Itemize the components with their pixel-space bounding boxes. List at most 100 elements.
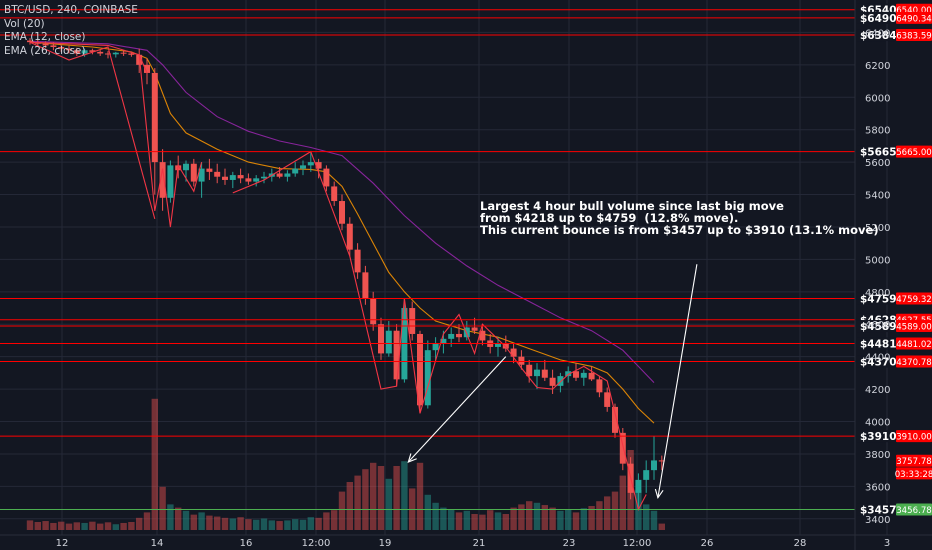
candle-body bbox=[534, 369, 540, 377]
time-axis[interactable]: 12 14 16 12:00 19 21 23 12:00 26 28 3 bbox=[0, 534, 932, 549]
y-tick-label: 3600 bbox=[865, 482, 890, 493]
volume-bar bbox=[81, 522, 88, 530]
candle-body bbox=[409, 308, 416, 334]
x-tick-label: 21 bbox=[473, 538, 486, 549]
price-tag-text: 4481.02 bbox=[896, 340, 932, 350]
volume-bar bbox=[112, 524, 119, 530]
price-tag bbox=[896, 29, 932, 42]
level-label: $6384 bbox=[860, 30, 897, 42]
level-label: $5665 bbox=[860, 147, 897, 159]
indicator-volume[interactable]: Vol (20) bbox=[4, 17, 45, 30]
price-levels[interactable]: $6540$6490$6384$5665$4759$4628$4589$4481… bbox=[0, 3, 897, 517]
candle-body bbox=[66, 48, 72, 51]
callout-arrows[interactable] bbox=[407, 264, 698, 499]
level-label: $6540 bbox=[860, 5, 897, 17]
candle-body bbox=[417, 333, 423, 406]
price-axis[interactable]: 3400 3600 3800 4000 4200 4400 4600 4800 5000 5200… bbox=[854, 0, 890, 550]
volume-bar bbox=[393, 466, 400, 530]
candle-body bbox=[440, 338, 447, 344]
level-label-bg bbox=[857, 292, 895, 305]
volume-bar bbox=[557, 510, 564, 530]
indicator-ema-26[interactable]: EMA (26, close) bbox=[4, 44, 86, 57]
level-label-bg bbox=[857, 337, 895, 350]
x-tick-label: 28 bbox=[794, 538, 807, 549]
volume-bar bbox=[104, 522, 112, 530]
candle-body bbox=[362, 272, 369, 299]
candle-body bbox=[229, 175, 236, 180]
x-tick-label: 12 bbox=[56, 538, 69, 549]
volume-bar bbox=[432, 502, 439, 530]
candle-body bbox=[339, 201, 345, 224]
ema-lines bbox=[29, 40, 655, 424]
volume-bar bbox=[455, 512, 463, 530]
volume-bar bbox=[331, 510, 338, 530]
price-tag-text: 6490.34 bbox=[896, 14, 932, 24]
candle-body bbox=[307, 162, 314, 166]
y-tick-label: 4200 bbox=[865, 385, 890, 396]
candle-body bbox=[50, 45, 57, 48]
price-tag bbox=[896, 11, 932, 24]
volume-bar bbox=[143, 512, 151, 530]
volume-bar bbox=[221, 517, 229, 530]
annotation-line-2: from $4218 up to $4759 (12.8% move). bbox=[480, 211, 739, 225]
price-tag-text: 4759.32 bbox=[896, 295, 932, 305]
candle-body bbox=[385, 330, 392, 354]
volume-bar bbox=[260, 518, 268, 530]
annotation-text[interactable]: Largest 4 hour bull volume since last bi… bbox=[480, 200, 879, 236]
volume-bar bbox=[463, 510, 470, 530]
level-label-bg bbox=[857, 355, 895, 368]
volume-bar bbox=[214, 516, 221, 530]
price-tag bbox=[896, 503, 932, 516]
trend-lines[interactable] bbox=[29, 41, 647, 512]
price-tag bbox=[896, 467, 932, 480]
symbol-title[interactable]: BTC/USD, 240, COINBASE bbox=[4, 4, 138, 16]
legend: BTC/USD, 240, COINBASE Vol (20) EMA (12,… bbox=[4, 4, 138, 58]
volume-bar bbox=[619, 475, 626, 530]
volume-bar bbox=[416, 462, 424, 530]
price-tag-text: 3910.00 bbox=[896, 433, 932, 443]
level-label: $4759 bbox=[860, 293, 897, 305]
trend-line bbox=[552, 365, 647, 512]
price-tag-text: 4589.00 bbox=[896, 323, 932, 333]
volume-bar bbox=[268, 520, 275, 530]
volume-bar bbox=[245, 519, 252, 530]
trend-line bbox=[138, 54, 156, 211]
candle-body bbox=[526, 364, 533, 377]
price-tag-text: 4370.78 bbox=[896, 358, 932, 368]
candle-body bbox=[27, 40, 33, 43]
volume-bar bbox=[502, 514, 509, 530]
volume-bar bbox=[42, 521, 49, 530]
volume-bar bbox=[354, 475, 361, 530]
x-tick-label: 3 bbox=[884, 538, 890, 549]
volume-bar bbox=[175, 507, 182, 530]
y-tick-label: 4400 bbox=[865, 353, 890, 364]
volume-bar bbox=[643, 504, 650, 530]
level-label: $3910 bbox=[860, 431, 897, 443]
candle-body bbox=[128, 53, 135, 55]
y-tick-label: 5600 bbox=[865, 158, 890, 169]
volume-bar bbox=[276, 521, 283, 530]
volume-bar bbox=[206, 515, 213, 530]
candle-body bbox=[214, 171, 221, 177]
x-tick-label: 12:00 bbox=[623, 538, 652, 549]
y-tick-label: 6000 bbox=[865, 93, 890, 104]
x-tick-label: 23 bbox=[563, 538, 576, 549]
indicator-ema-12[interactable]: EMA (12, close) bbox=[4, 31, 86, 43]
price-tag-text: 6383.59 bbox=[896, 32, 932, 42]
candle-body bbox=[612, 406, 618, 433]
price-tag bbox=[896, 454, 932, 467]
y-tick-label: 4000 bbox=[865, 418, 890, 429]
volume-bar bbox=[370, 462, 377, 530]
y-tick-label: 6200 bbox=[865, 61, 890, 72]
volume-bar bbox=[471, 514, 478, 530]
volume-bar bbox=[650, 510, 658, 530]
volume-bar bbox=[26, 520, 34, 530]
x-tick-label: 14 bbox=[151, 538, 164, 549]
candle-body bbox=[237, 175, 244, 179]
volume-bar bbox=[292, 519, 299, 530]
volume-bar bbox=[510, 507, 517, 530]
candle-body bbox=[206, 168, 213, 172]
candle-body bbox=[479, 330, 486, 341]
